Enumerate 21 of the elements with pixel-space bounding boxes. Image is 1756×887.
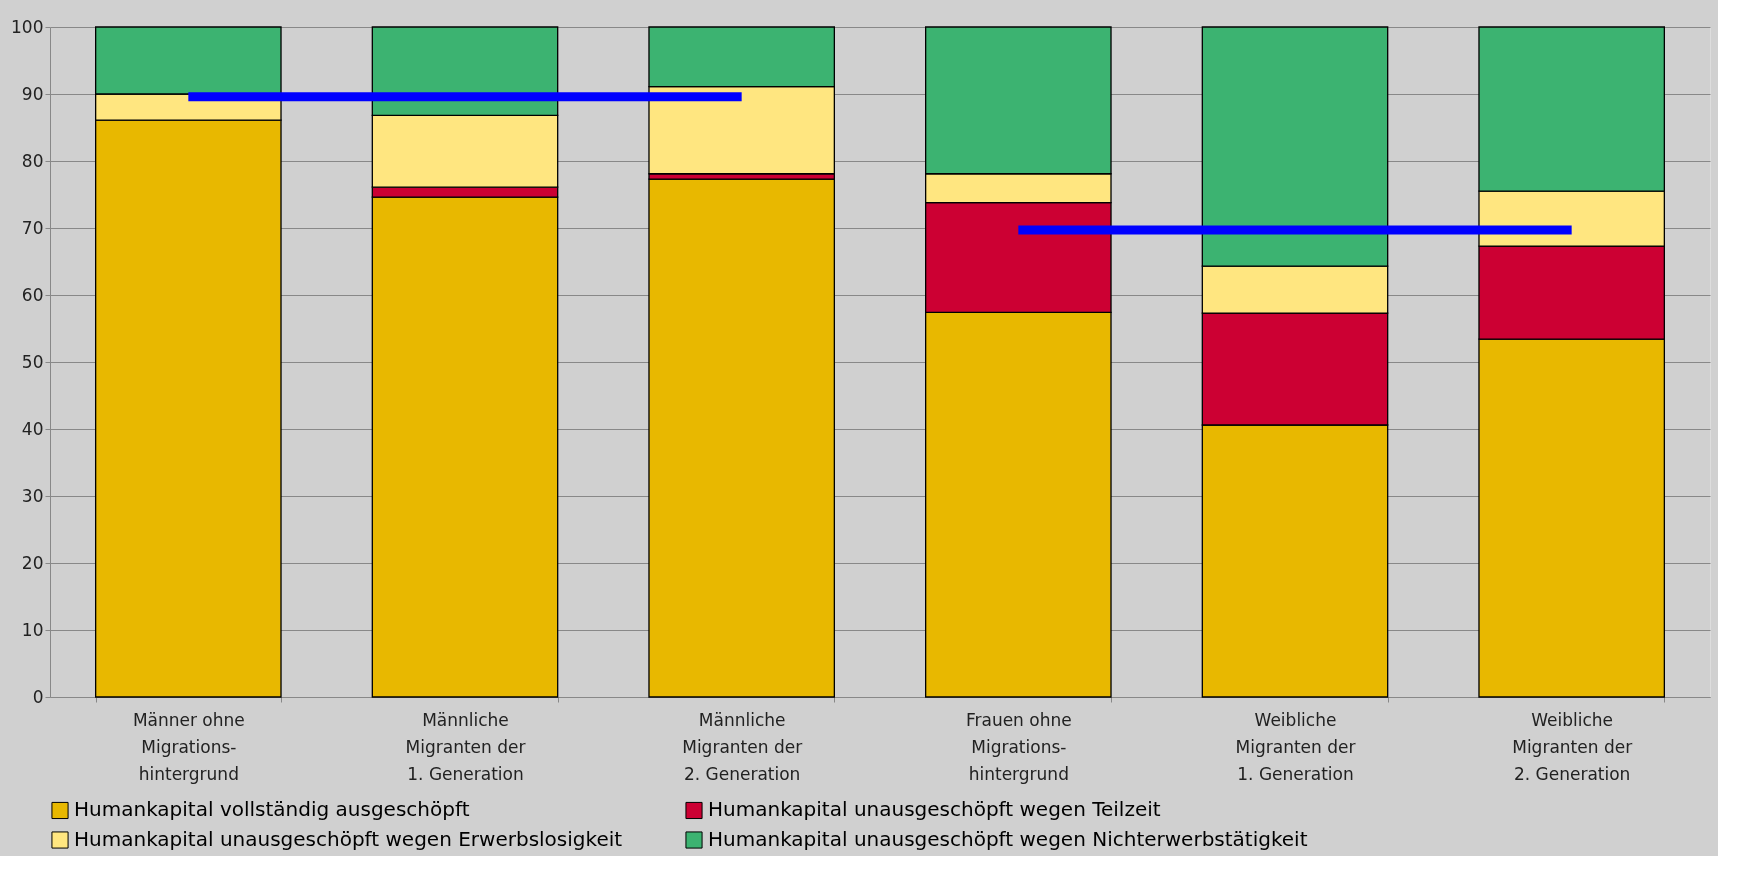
legend-label: Humankapital vollständig ausgeschöpft (74, 797, 470, 822)
y-tick-label: 80 (21, 150, 44, 171)
y-tick-label: 50 (21, 351, 44, 372)
y-tick-label: 90 (21, 83, 44, 104)
legend-label: Humankapital unausgeschöpft wegen Teilzeit (708, 797, 1161, 822)
y-tick-label: 100 (11, 16, 44, 37)
x-tick-label: Weibliche Migranten der 1. Generation (1235, 709, 1356, 784)
y-tick-label: 30 (21, 485, 44, 506)
y-tick-label: 70 (21, 217, 44, 238)
legend-label: Humankapital unausgeschöpft wegen Nichterwerbstätigkeit (708, 827, 1308, 851)
x-tick-label: Weibliche Migranten der 2. Generation (1512, 709, 1633, 784)
y-tick-label: 60 (21, 284, 44, 305)
x-tick-label: Männliche Migranten der 2. Generation (682, 709, 803, 784)
legend-label: Humankapital unausgeschöpft wegen Erwerbslosigkeit (74, 827, 623, 851)
x-tick-label: Frauen ohne Migrations- hintergrund (965, 709, 1072, 784)
y-tick-label: 20 (21, 552, 44, 573)
x-tick-label: Männliche Migranten der 1. Generation (405, 709, 526, 784)
x-tick-label: Männer ohne Migrations- hintergrund (132, 709, 245, 784)
y-tick-label: 0 (32, 686, 44, 707)
y-tick-label: 10 (21, 619, 44, 640)
y-tick-label: 40 (21, 418, 44, 439)
